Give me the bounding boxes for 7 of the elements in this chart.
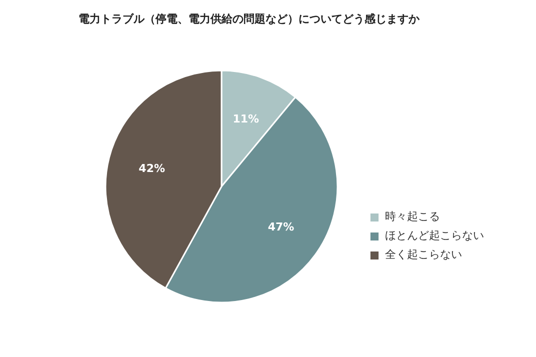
legend-label: 全く起こらない [385, 248, 462, 262]
chart-title: 電力トラブル（停電、電力供給の問題など）についてどう感じますか [78, 12, 420, 26]
data-label: 11% [232, 112, 260, 126]
data-label: 47% [268, 220, 294, 234]
legend-label: ほとんど起こらない [385, 229, 484, 243]
legend-label: 時々起こる [385, 210, 440, 224]
data-label: 42% [138, 162, 166, 176]
